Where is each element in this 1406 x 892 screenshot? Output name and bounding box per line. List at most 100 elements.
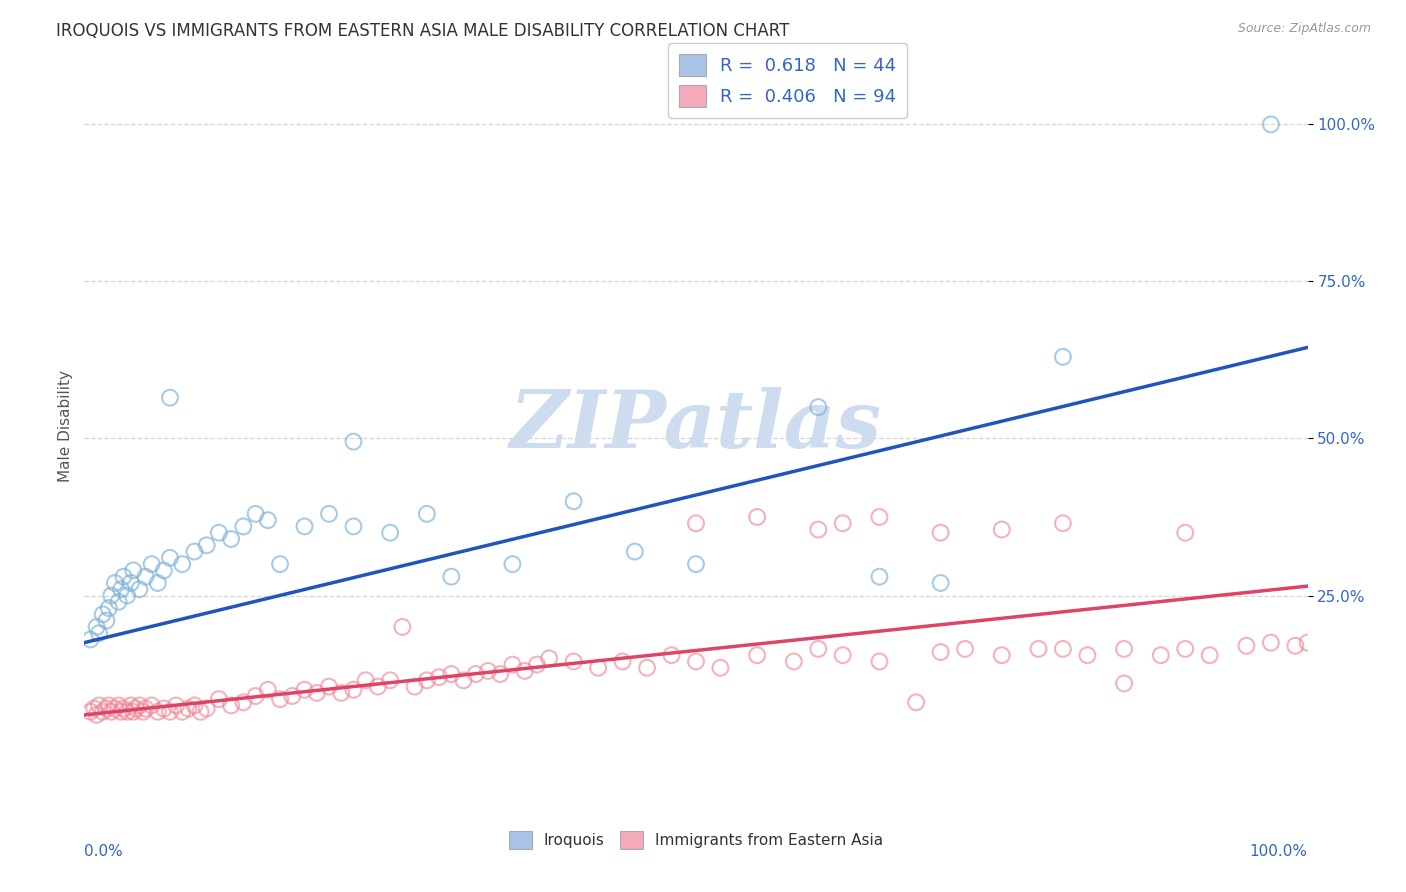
Point [96, 614, 118, 628]
Point [305, 686, 328, 700]
Point [330, 686, 353, 700]
Point [783, 655, 806, 669]
Point [416, 673, 439, 688]
Point [1174, 641, 1197, 656]
Point [562, 494, 585, 508]
Point [110, 705, 132, 719]
Point [636, 661, 658, 675]
Point [172, 705, 194, 719]
Point [380, 673, 402, 688]
Point [96, 701, 118, 715]
Point [141, 698, 163, 713]
Point [440, 570, 463, 584]
Point [513, 664, 536, 678]
Point [257, 682, 280, 697]
Point [195, 701, 218, 715]
Point [153, 701, 176, 715]
Point [172, 557, 194, 571]
Point [501, 557, 523, 571]
Point [1114, 641, 1136, 656]
Point [83, 701, 105, 715]
Point [120, 576, 142, 591]
Point [661, 648, 683, 663]
Point [929, 525, 952, 540]
Point [257, 513, 280, 527]
Point [427, 670, 450, 684]
Point [685, 655, 707, 669]
Point [195, 538, 218, 552]
Point [747, 510, 769, 524]
Point [107, 698, 129, 713]
Point [416, 507, 439, 521]
Point [128, 582, 150, 597]
Point [342, 682, 364, 697]
Point [404, 680, 426, 694]
Point [477, 664, 499, 678]
Point [146, 576, 169, 591]
Point [624, 544, 647, 558]
Point [538, 651, 561, 665]
Point [501, 657, 523, 672]
Point [245, 689, 267, 703]
Point [1234, 639, 1257, 653]
Point [97, 698, 120, 713]
Point [153, 563, 176, 577]
Point [807, 523, 830, 537]
Point [141, 557, 163, 571]
Point [232, 695, 254, 709]
Point [1260, 635, 1282, 649]
Point [219, 532, 242, 546]
Point [1114, 676, 1136, 690]
Point [1076, 648, 1098, 663]
Point [709, 661, 731, 675]
Point [990, 523, 1012, 537]
Point [440, 667, 463, 681]
Point [112, 570, 135, 584]
Point [183, 698, 205, 713]
Point [245, 507, 267, 521]
Point [135, 570, 157, 584]
Point [190, 705, 212, 719]
Point [685, 557, 707, 571]
Point [1052, 350, 1074, 364]
Point [294, 682, 316, 697]
Point [112, 701, 135, 715]
Point [1052, 641, 1074, 656]
Point [1150, 648, 1173, 663]
Point [929, 576, 952, 591]
Point [367, 680, 389, 694]
Point [208, 692, 231, 706]
Point [120, 698, 142, 713]
Text: IROQUOIS VS IMMIGRANTS FROM EASTERN ASIA MALE DISABILITY CORRELATION CHART: IROQUOIS VS IMMIGRANTS FROM EASTERN ASIA… [56, 22, 790, 40]
Point [97, 601, 120, 615]
Point [219, 698, 242, 713]
Point [380, 525, 402, 540]
Point [869, 570, 891, 584]
Point [122, 705, 145, 719]
Point [464, 667, 486, 681]
Point [869, 510, 891, 524]
Point [107, 595, 129, 609]
Point [159, 550, 181, 565]
Point [1296, 635, 1319, 649]
Point [747, 648, 769, 663]
Point [354, 673, 377, 688]
Text: 100.0%: 100.0% [1250, 844, 1308, 859]
Point [1174, 525, 1197, 540]
Point [208, 525, 231, 540]
Point [342, 434, 364, 449]
Point [122, 563, 145, 577]
Point [318, 680, 340, 694]
Point [807, 400, 830, 414]
Point [104, 701, 127, 715]
Point [87, 698, 110, 713]
Point [177, 701, 200, 715]
Point [79, 632, 101, 647]
Point [586, 661, 609, 675]
Point [685, 516, 707, 531]
Point [489, 667, 512, 681]
Point [100, 589, 122, 603]
Point [269, 557, 291, 571]
Point [953, 641, 976, 656]
Point [165, 698, 187, 713]
